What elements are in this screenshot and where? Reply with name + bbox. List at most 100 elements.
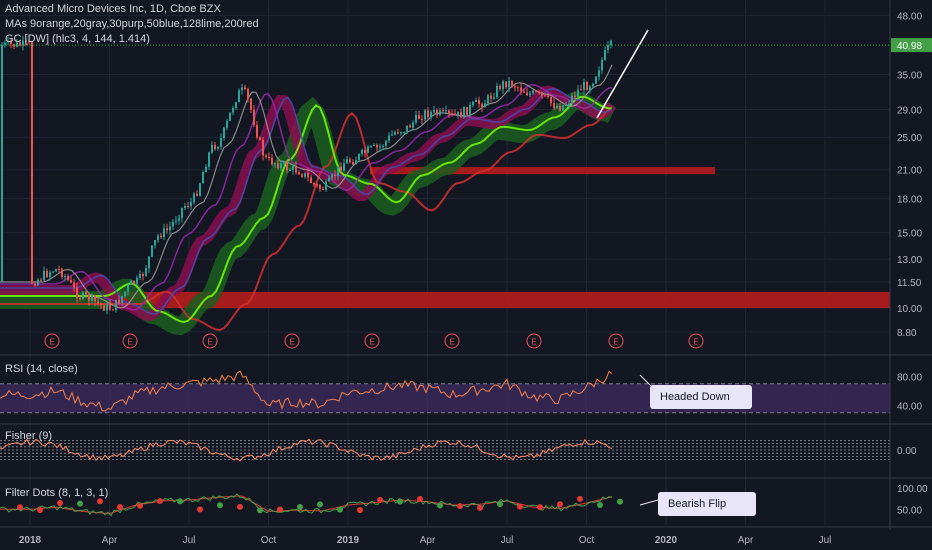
- current-price-badge: [891, 38, 932, 53]
- candle-body: [94, 295, 96, 302]
- candle-body: [391, 134, 393, 136]
- candle-body: [151, 245, 153, 257]
- filter-annotation[interactable]: Bearish Flip: [658, 492, 756, 516]
- candle-body: [130, 280, 132, 285]
- filter-dot: [617, 498, 623, 505]
- candle-body: [469, 104, 471, 115]
- candle-body: [178, 217, 180, 221]
- filter-dot: [17, 504, 23, 511]
- candle-body: [115, 299, 117, 311]
- candle-body: [475, 100, 477, 102]
- candle-body: [76, 287, 78, 299]
- candle-body: [490, 95, 492, 99]
- filter-dot: [437, 502, 443, 509]
- candle-body: [199, 183, 201, 196]
- earnings-marker-label: E: [207, 338, 212, 347]
- candle-body: [559, 105, 561, 111]
- filter-dot: [577, 495, 583, 502]
- candle-body: [385, 140, 387, 146]
- candle-body: [184, 206, 186, 209]
- candle-body: [373, 144, 375, 146]
- candle-body: [604, 49, 606, 60]
- ma-ribbons: [0, 64, 617, 336]
- candle-body: [118, 299, 120, 304]
- filter-dot: [517, 503, 523, 510]
- candle-body: [49, 272, 51, 277]
- candle-body: [172, 221, 174, 227]
- candle-body: [316, 184, 318, 186]
- earnings-marker-label: E: [369, 338, 374, 347]
- price-tick-label: 10.00: [897, 304, 922, 315]
- candle-body: [382, 145, 384, 147]
- candle-body: [562, 105, 564, 111]
- candle-body: [124, 291, 126, 297]
- candle-body: [217, 146, 219, 149]
- filter-tick-label: 100.00: [897, 484, 928, 495]
- filter-dot: [197, 506, 203, 513]
- price-tick-label: 25.00: [897, 133, 922, 144]
- candle-body: [301, 174, 303, 177]
- candle-body: [436, 109, 438, 115]
- candle-body: [67, 276, 69, 281]
- candle-body: [262, 139, 264, 156]
- fisher-line: [0, 438, 613, 462]
- candle-body: [325, 181, 327, 190]
- candle-body: [160, 235, 162, 237]
- candle-body: [106, 304, 108, 311]
- candle-body: [496, 85, 498, 98]
- candle-body: [493, 97, 495, 99]
- candle-body: [439, 110, 441, 115]
- candle-body: [313, 183, 315, 185]
- rsi-annotation[interactable]: Headed Down: [650, 385, 752, 409]
- earnings-marker: [364, 333, 380, 349]
- time-tick-label: Oct: [579, 535, 595, 546]
- candle-body: [463, 107, 465, 118]
- candle-body: [292, 165, 294, 170]
- candle-body: [601, 59, 603, 71]
- candle-body: [28, 41, 30, 43]
- candle-body: [358, 153, 360, 161]
- candle-body: [187, 206, 189, 208]
- time-tick-label: Oct: [261, 535, 277, 546]
- candle-body: [298, 172, 300, 175]
- filter-dot: [37, 506, 43, 513]
- candle-body: [154, 240, 156, 246]
- filter-dot: [537, 504, 543, 511]
- filter-dot: [397, 498, 403, 505]
- candle-body: [427, 110, 429, 117]
- candle-body: [127, 284, 129, 292]
- candle-body: [286, 162, 288, 171]
- candle-body: [196, 193, 198, 196]
- filter-dot: [57, 500, 63, 507]
- filter-dot: [597, 501, 603, 508]
- filter-dot: [477, 504, 483, 511]
- candle-body: [82, 292, 84, 299]
- candle-body: [253, 109, 255, 126]
- candle-body: [235, 102, 237, 108]
- candle-body: [361, 149, 363, 154]
- candle-body: [505, 81, 507, 88]
- candle-body: [397, 132, 399, 134]
- candle-body: [4, 42, 6, 45]
- candle-body: [58, 268, 60, 270]
- candle-body: [64, 276, 66, 278]
- filter-dot: [317, 501, 323, 508]
- candle-body: [610, 40, 612, 46]
- candle-body: [319, 185, 321, 189]
- candle-body: [223, 127, 225, 139]
- earnings-marker-label: E: [127, 338, 132, 347]
- candle-body: [259, 137, 261, 140]
- earnings-marker-label: E: [49, 338, 54, 347]
- candle-body: [226, 120, 228, 128]
- filter-dot: [497, 501, 503, 508]
- candle-body: [145, 268, 147, 276]
- candle-body: [577, 89, 579, 97]
- candle-body: [520, 87, 522, 92]
- earnings-marker: [44, 333, 60, 349]
- candle-body: [565, 104, 567, 106]
- earnings-marker: [284, 333, 300, 349]
- candle-body: [283, 162, 285, 164]
